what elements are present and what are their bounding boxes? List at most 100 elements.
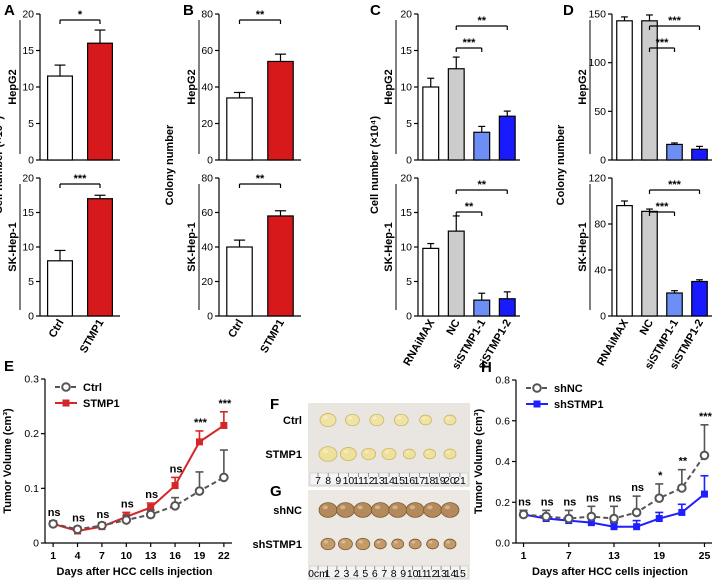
tumor-highlight (374, 505, 381, 510)
legend-marker (532, 383, 542, 393)
ruler-label: 9 (335, 475, 341, 487)
ruler (309, 565, 469, 579)
ruler-label: 21 (454, 475, 466, 487)
data-point (97, 520, 107, 531)
panel-letter: F (270, 396, 279, 413)
y-tick-label: 15 (400, 45, 412, 57)
panel-letter: D (563, 2, 574, 19)
tumor-sample (405, 502, 425, 518)
bar (498, 298, 516, 317)
tumor-sample (318, 446, 338, 462)
bar (422, 247, 440, 317)
x-axis-label: Days after HCC cells injection (532, 566, 688, 578)
ruler-label: 20 (444, 475, 456, 487)
legend-label: shSTMP1 (554, 399, 604, 411)
y-tick-label: 0 (600, 311, 606, 323)
tumor-sample (318, 502, 338, 518)
sig-label: ns (541, 496, 554, 508)
tumor-highlight (322, 505, 328, 510)
bar (86, 198, 113, 317)
ruler-label: 15 (393, 475, 405, 487)
tumor-highlight (405, 450, 410, 454)
y-tick-label: 0 (207, 311, 213, 323)
ruler-label: 13 (435, 568, 447, 580)
sig-label: ** (256, 9, 265, 21)
ruler-label: 10 (343, 475, 355, 487)
bar (422, 86, 440, 161)
bar (473, 131, 491, 161)
y-tick-label: 80 (594, 219, 606, 231)
y-tick-label: 0.6 (495, 415, 510, 427)
sig-label: * (658, 470, 663, 482)
ruler-label: 4 (353, 568, 359, 580)
data-point (678, 508, 686, 516)
ruler-label: 8 (325, 475, 331, 487)
data-point (700, 490, 708, 498)
ruler-label: 10 (407, 568, 419, 580)
y-tick-label: 5 (406, 276, 412, 288)
tumor-highlight (394, 540, 398, 544)
data-point (195, 438, 203, 446)
category-label: RNAiMAX (595, 317, 631, 368)
sig-label: ns (631, 482, 644, 494)
y-tick-label: 0.1 (24, 483, 39, 495)
sig-label: ** (477, 15, 486, 27)
data-point (563, 513, 574, 524)
tumor-sample (370, 502, 390, 518)
tumor-sample (373, 538, 387, 550)
data-point (170, 501, 180, 511)
y-tick-label: 0.2 (24, 428, 39, 440)
x-axis-label: Days after HCC cells injection (57, 566, 213, 578)
x-tick-label: 19 (194, 550, 206, 562)
y-tick-label: 0 (600, 155, 606, 167)
y-tick-label: 10 (400, 82, 412, 94)
tumor-sample (408, 538, 422, 550)
tumor-highlight (322, 449, 328, 454)
y-tick-label: 10 (22, 82, 34, 94)
y-tick-label: 50 (594, 106, 606, 118)
legend-marker (61, 382, 71, 392)
subplot-name: SK-Hep-1 (577, 222, 589, 272)
tumor-highlight (411, 540, 416, 544)
x-tick-label: 1 (521, 550, 527, 562)
category-label: NC (638, 317, 656, 337)
panel-letter: C (370, 2, 381, 19)
y-tick-label: 0 (406, 155, 412, 167)
y-tick-label: 0 (207, 155, 213, 167)
ruler-label: 8 (391, 568, 397, 580)
subplot-name: SK-Hep-1 (7, 222, 19, 272)
y-tick-label: 5 (28, 276, 34, 288)
tumor-highlight (427, 505, 433, 510)
sig-label: ns (48, 507, 61, 519)
subplot-0: 0 20 40 60 80 HepG2 ** (186, 9, 301, 167)
row-label: STMP1 (265, 449, 302, 461)
tumor-sample (426, 538, 439, 550)
sig-label: *** (463, 37, 477, 49)
bar (666, 143, 683, 161)
y-tick-label: 20 (201, 118, 213, 130)
row-label: shNC (273, 505, 302, 517)
sig-label: *** (656, 201, 670, 213)
ruler-label: 9 (400, 568, 406, 580)
y-tick-label: 40 (594, 265, 606, 277)
tumor-highlight (357, 505, 363, 510)
tumor-sample (355, 537, 371, 551)
ruler-label: 17 (414, 475, 426, 487)
subplot-1: 0 5 10 15 20 SK-Hep-1 **** (383, 173, 520, 323)
tumor-sample (319, 413, 337, 427)
data-point (171, 482, 179, 490)
ruler-label: 2 (334, 568, 340, 580)
bar (226, 246, 253, 317)
data-point (631, 507, 642, 518)
tumor-highlight (422, 416, 426, 420)
panel-c: C05101520HepG2*****05101520SK-Hep-1****R… (369, 2, 520, 372)
category-label: Ctrl (226, 318, 246, 340)
legend-label: shNC (554, 383, 583, 395)
x-tick-label: 4 (75, 550, 81, 562)
y-tick-label: 0.3 (24, 374, 39, 386)
category-label: Ctrl (47, 318, 67, 340)
tumor-highlight (358, 540, 363, 544)
y-axis-label: Colony number (164, 124, 176, 205)
tumor-highlight (348, 416, 353, 420)
